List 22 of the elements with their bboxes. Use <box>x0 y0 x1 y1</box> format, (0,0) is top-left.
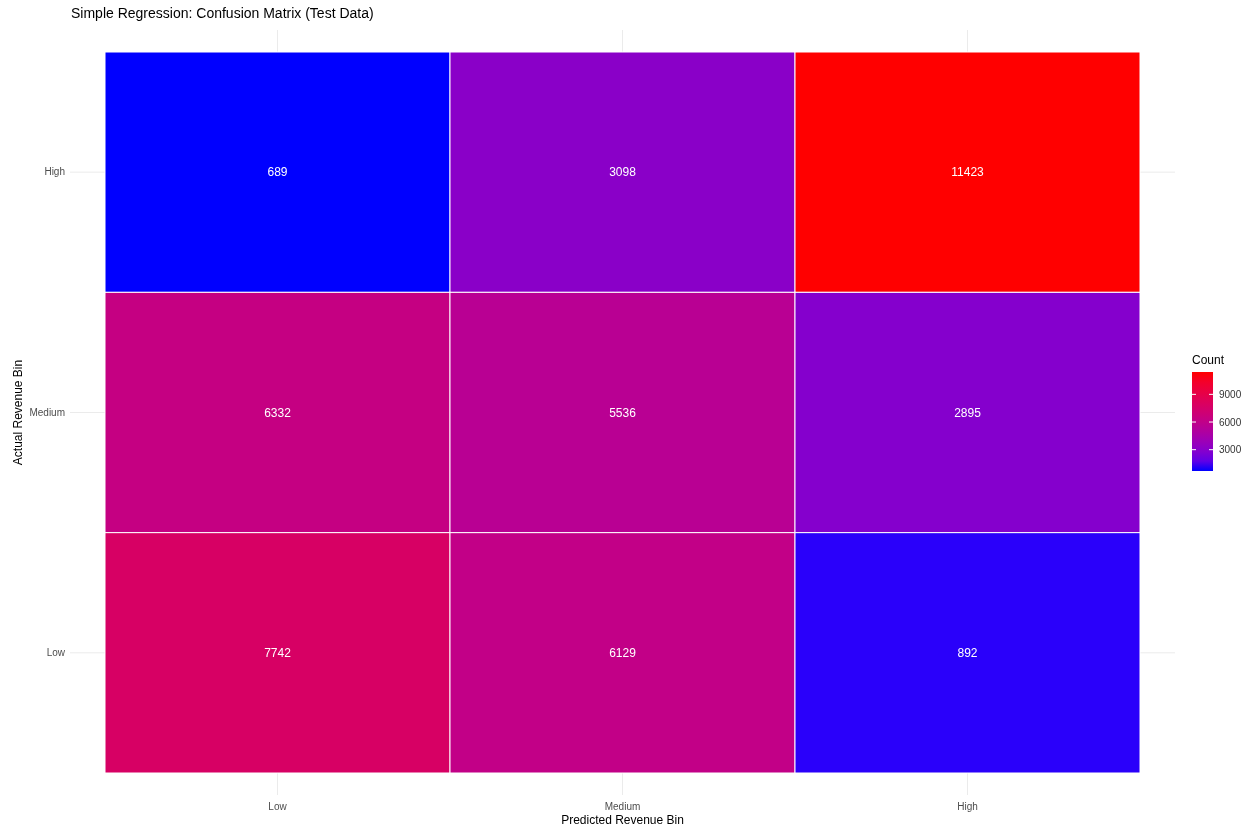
color-bar-label: 9000 <box>1219 389 1242 401</box>
x-tick-label: High <box>957 801 978 813</box>
data-label: 6129 <box>609 646 637 661</box>
y-tick-label: High <box>44 166 65 178</box>
y-tick-label: Medium <box>29 406 65 418</box>
color-bar-title: Count <box>1192 353 1225 367</box>
data-label: 5536 <box>609 405 637 420</box>
color-bar-label: 3000 <box>1219 444 1242 456</box>
y-tick-label: Low <box>46 647 66 659</box>
x-axis-title: Predicted Revenue Bin <box>561 813 684 827</box>
color-bar-label: 6000 <box>1219 416 1242 428</box>
y-axis-title: Actual Revenue Bin <box>11 359 25 466</box>
data-label: 7742 <box>264 646 292 661</box>
x-tick-label: Low <box>268 801 288 813</box>
data-label: 6332 <box>264 405 292 420</box>
data-label: 3098 <box>609 165 637 180</box>
data-label: 892 <box>957 646 978 661</box>
data-label: 689 <box>267 165 288 180</box>
chart-title: Simple Regression: Confusion Matrix (Test Data) <box>71 5 374 21</box>
x-tick-label: Medium <box>604 801 641 813</box>
data-label: 11423 <box>951 165 985 180</box>
data-label: 2895 <box>954 405 982 420</box>
